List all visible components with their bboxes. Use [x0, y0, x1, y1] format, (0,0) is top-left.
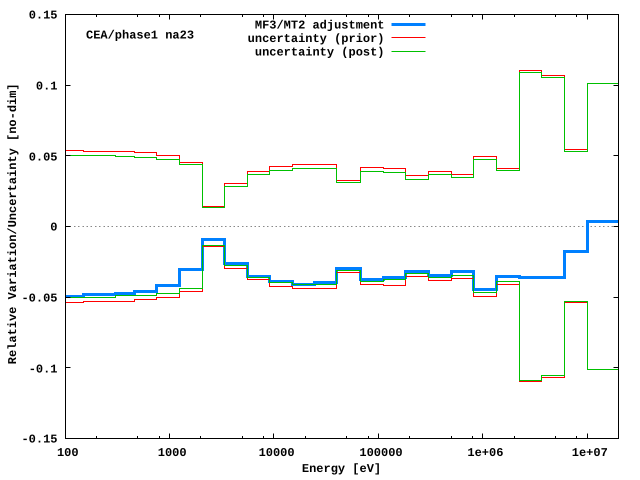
svg-text:Energy [eV]: Energy [eV]	[302, 462, 381, 476]
svg-text:CEA/phase1 na23: CEA/phase1 na23	[86, 29, 194, 43]
svg-text:0.1: 0.1	[36, 80, 58, 94]
svg-text:1e+06: 1e+06	[467, 446, 503, 460]
svg-text:100000: 100000	[359, 446, 402, 460]
svg-text:uncertainty (prior): uncertainty (prior)	[248, 32, 385, 46]
svg-text:-0.15: -0.15	[21, 433, 57, 447]
svg-text:MF3/MT2 adjustment: MF3/MT2 adjustment	[255, 19, 385, 33]
svg-text:-0.1: -0.1	[29, 363, 58, 377]
svg-text:0: 0	[50, 221, 57, 235]
svg-text:Relative Variation/Uncertainty: Relative Variation/Uncertainty [no-dim]	[6, 83, 20, 364]
svg-text:10000: 10000	[259, 446, 295, 460]
svg-text:uncertainty (post): uncertainty (post)	[255, 46, 385, 60]
svg-text:0.05: 0.05	[29, 151, 58, 165]
svg-text:1e+07: 1e+07	[572, 446, 608, 460]
svg-text:-0.05: -0.05	[21, 292, 57, 306]
svg-text:100: 100	[57, 446, 79, 460]
svg-text:0.15: 0.15	[29, 9, 58, 23]
svg-text:1000: 1000	[158, 446, 187, 460]
